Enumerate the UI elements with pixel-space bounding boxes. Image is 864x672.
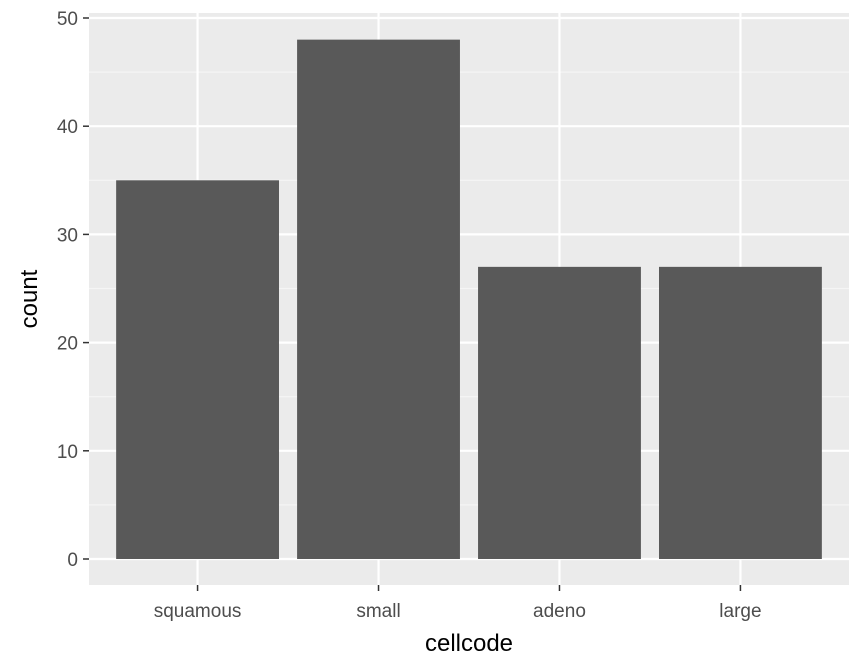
x-tick-label: adeno <box>533 601 586 622</box>
y-tick-label: 0 <box>67 550 78 571</box>
y-tick-label: 10 <box>57 442 78 463</box>
y-axis: 0 10 20 30 40 50 <box>57 9 89 571</box>
x-axis: squamous small adeno large <box>154 585 762 622</box>
y-tick-label: 20 <box>57 334 78 355</box>
x-tick-label: large <box>719 601 761 622</box>
bar-large <box>659 266 822 559</box>
y-axis-title: count <box>16 269 43 328</box>
bar-squamous <box>116 180 280 560</box>
x-axis-title: cellcode <box>425 630 513 657</box>
bars <box>116 39 822 560</box>
y-tick-label: 40 <box>57 117 78 138</box>
x-tick-label: squamous <box>154 601 242 622</box>
y-tick-label: 30 <box>57 225 78 246</box>
bar-small <box>297 39 460 559</box>
y-tick-label: 50 <box>57 9 78 30</box>
bar-adeno <box>478 266 641 559</box>
x-tick-label: small <box>356 601 400 622</box>
